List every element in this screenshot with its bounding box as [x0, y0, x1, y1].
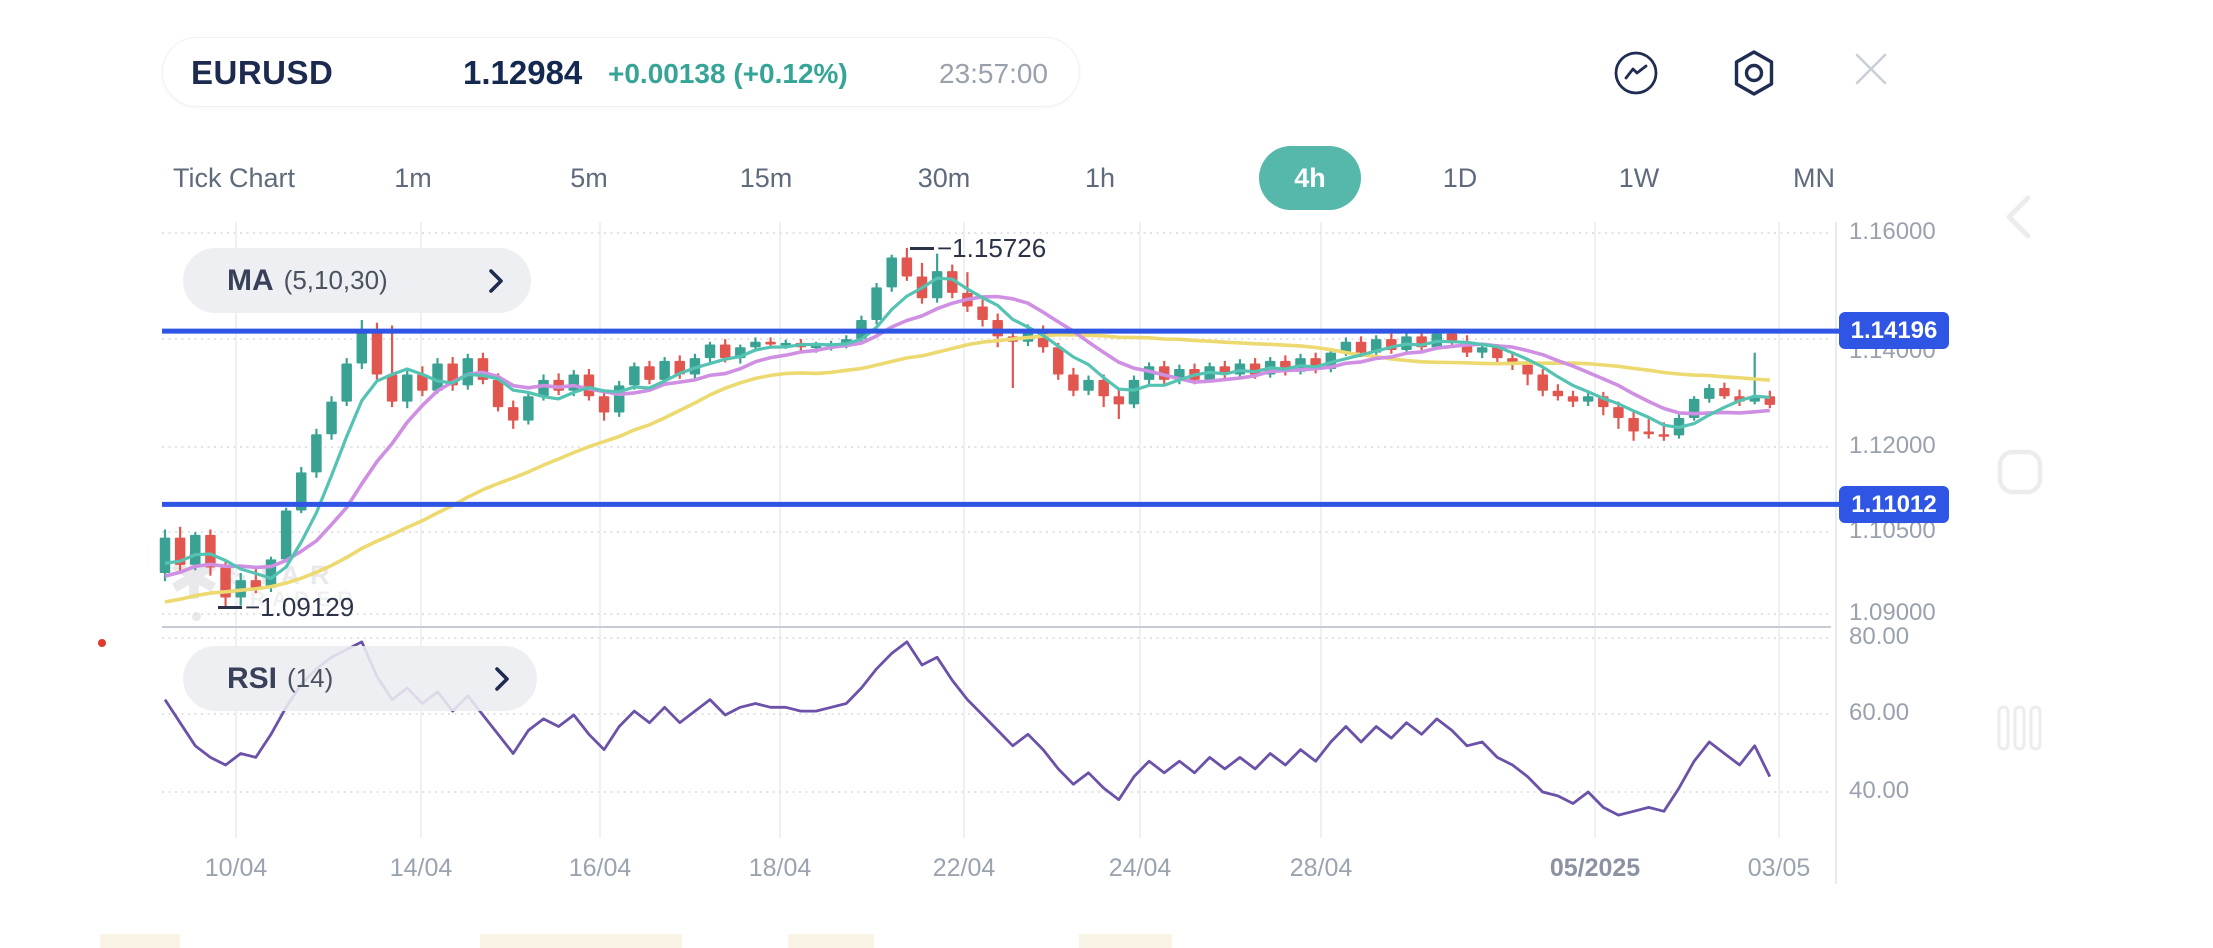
tab-4h[interactable]: 4h: [1259, 146, 1361, 210]
high-tick-dash: [910, 247, 934, 250]
tab-15m[interactable]: 15m: [739, 163, 793, 193]
price-axis-label: 1.09000: [1849, 599, 1936, 626]
date-axis-label: 24/04: [1108, 854, 1172, 882]
chevron-right-icon: [495, 667, 509, 691]
tab-mn[interactable]: MN: [1793, 163, 1835, 193]
hline-price-badge-upper[interactable]: 1.14196: [1839, 312, 1949, 349]
tab-30m[interactable]: 30m: [917, 163, 971, 193]
close-icon[interactable]: [1852, 50, 1890, 88]
date-axis-label: 10/04: [204, 854, 268, 882]
date-axis-label: 18/04: [748, 854, 812, 882]
ma-label: MA: [227, 263, 274, 297]
high-price-annotation: −1.15726: [910, 233, 1046, 264]
collapse-panel-chevron-left-icon[interactable]: [1995, 192, 2045, 242]
tab-1d[interactable]: 1D: [1442, 163, 1478, 193]
date-axis-label: 28/04: [1289, 854, 1353, 882]
hline-upper-value: 1.14196: [1850, 316, 1938, 344]
date-axis-label: 22/04: [932, 854, 996, 882]
drag-grip-bars-icon[interactable]: [1995, 703, 2045, 753]
rsi-axis-label: 40.00: [1849, 777, 1910, 804]
date-axis-label: 05/2025: [1549, 854, 1641, 882]
tab-1w[interactable]: 1W: [1618, 163, 1660, 193]
hline-lower-value: 1.11012: [1851, 490, 1937, 518]
tab-1m[interactable]: 1m: [394, 163, 432, 193]
settings-hex-icon[interactable]: [1731, 50, 1777, 96]
quote-time: 23:57:00: [939, 58, 1048, 89]
symbol-header-card[interactable]: EURUSD 1.12984 +0.00138 (+0.12%) 23:57:0…: [162, 37, 1080, 107]
rsi-indicator-pill[interactable]: RSI (14): [183, 646, 537, 711]
chevron-right-icon: [489, 269, 503, 293]
rsi-axis-label: 80.00: [1849, 623, 1910, 650]
star-logo-dot: [192, 612, 201, 621]
hline-price-badge-lower[interactable]: 1.11012: [1839, 486, 1949, 523]
snapshot-square-icon[interactable]: [1995, 447, 2045, 497]
last-price: 1.12984: [463, 54, 583, 91]
bottom-strip-segment: [1079, 934, 1172, 948]
tab-1h[interactable]: 1h: [1084, 163, 1116, 193]
rsi-params: (14): [287, 663, 334, 693]
price-axis-label: 1.16000: [1849, 218, 1936, 245]
low-price-annotation: −1.09129: [218, 592, 354, 623]
bottom-strip-segment: [480, 934, 682, 948]
watermark-text-2: TRADER: [230, 588, 360, 611]
date-axis-label: 03/05: [1747, 854, 1811, 882]
date-axis-label: 14/04: [389, 854, 453, 882]
tab-tick-chart[interactable]: Tick Chart: [172, 163, 296, 193]
bottom-strip-segment: [100, 934, 180, 948]
price-axis-label: 1.12000: [1849, 432, 1936, 459]
trend-circle-icon[interactable]: [1613, 50, 1659, 96]
bottom-strip-segment: [788, 934, 874, 948]
symbol-name: EURUSD: [191, 54, 334, 91]
ma-indicator-pill[interactable]: MA (5,10,30): [183, 248, 531, 313]
ma-params: (5,10,30): [283, 265, 388, 295]
rsi-label: RSI: [227, 661, 278, 695]
price-change: +0.00138 (+0.12%): [608, 58, 848, 89]
low-tick-dash: [218, 606, 242, 609]
date-axis-label: 16/04: [568, 854, 632, 882]
rsi-axis-label: 60.00: [1849, 699, 1910, 726]
tab-5m[interactable]: 5m: [570, 163, 608, 193]
low-price-value: −1.09129: [245, 592, 355, 622]
high-price-value: −1.15726: [937, 233, 1047, 263]
